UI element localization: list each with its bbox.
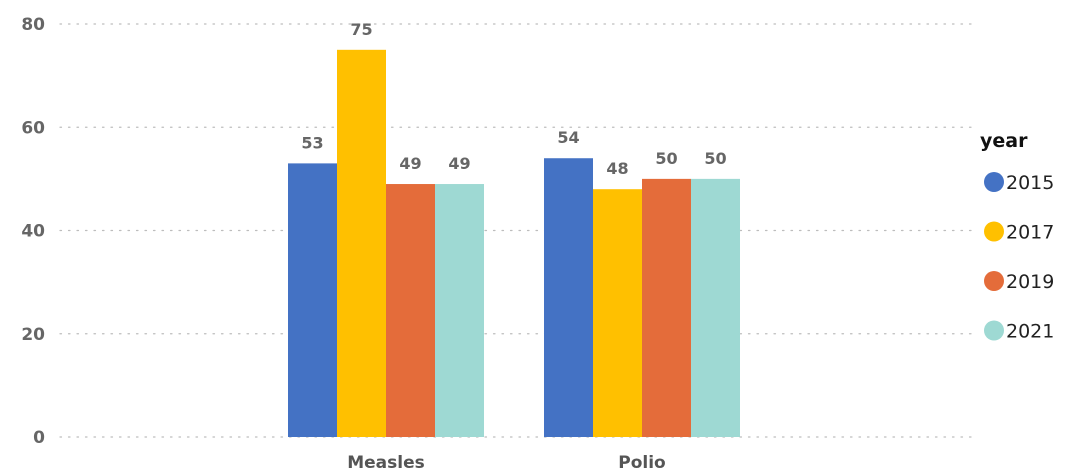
bars xyxy=(288,49,740,437)
y-tick-label: 40 xyxy=(21,222,45,242)
data-label: 49 xyxy=(448,154,470,173)
legend: year 2015 2017 2019 2021 xyxy=(980,130,1054,343)
legend-title: year xyxy=(980,130,1028,152)
data-label: 50 xyxy=(704,149,726,168)
data-label: 53 xyxy=(301,133,323,152)
legend-label: 2021 xyxy=(1006,321,1054,343)
y-tick-label: 60 xyxy=(21,118,45,138)
y-axis: 0 20 40 60 80 xyxy=(21,15,45,448)
legend-label: 2019 xyxy=(1006,271,1054,293)
y-tick-label: 0 xyxy=(33,428,45,448)
bar-polio-2017 xyxy=(593,189,642,437)
bar-measles-2021 xyxy=(435,184,484,437)
gridlines xyxy=(59,23,976,438)
legend-swatch-2015 xyxy=(984,172,1004,192)
legend-swatch-2017 xyxy=(984,221,1004,242)
legend-label: 2015 xyxy=(1006,172,1054,194)
x-tick-label: Polio xyxy=(618,453,665,471)
x-axis: Measles Polio xyxy=(347,453,666,471)
x-tick-label: Measles xyxy=(347,453,425,471)
data-label: 54 xyxy=(557,128,579,147)
bar-measles-2015 xyxy=(288,163,337,437)
bar-polio-2015 xyxy=(544,158,593,437)
data-label: 49 xyxy=(399,154,421,173)
bar-measles-2017 xyxy=(337,49,386,437)
data-label: 75 xyxy=(350,20,372,39)
data-label: 50 xyxy=(655,149,677,168)
data-labels: 53 75 49 49 54 48 50 50 xyxy=(301,20,726,178)
bar-polio-2021 xyxy=(691,178,740,437)
y-tick-label: 80 xyxy=(21,15,45,35)
bar-measles-2019 xyxy=(386,184,435,437)
legend-swatch-2019 xyxy=(984,271,1004,291)
bar-polio-2019 xyxy=(642,178,691,437)
y-tick-label: 20 xyxy=(21,325,45,345)
data-label: 48 xyxy=(606,159,628,178)
legend-label: 2017 xyxy=(1006,222,1054,244)
legend-swatch-2021 xyxy=(984,320,1004,341)
